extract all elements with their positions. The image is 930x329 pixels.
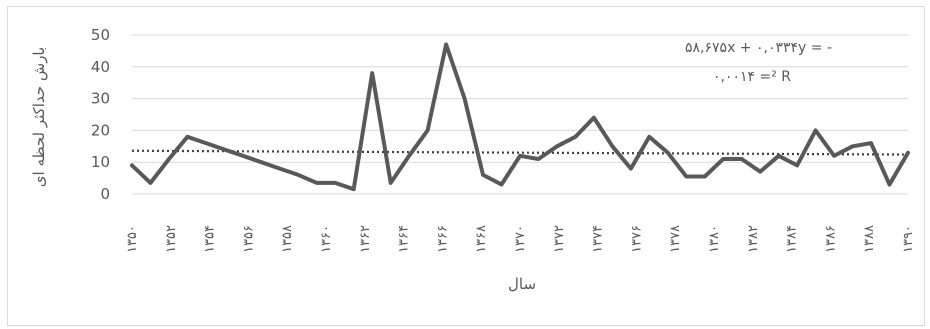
x-tick-label: ۱۳۷۶ (629, 225, 644, 253)
gridlines (132, 34, 908, 195)
y-tick-label: 30 (91, 90, 110, 108)
x-tick-label: ۱۳۶۴ (397, 225, 412, 253)
equation-line-2: ۰,۰۰۱۴ =² R (713, 69, 791, 85)
y-tick-label: 20 (91, 121, 110, 139)
x-tick-label: ۱۳۸۶ (823, 225, 838, 253)
x-tick-label: ۱۳۸۴ (785, 225, 800, 253)
x-tick-label: ۱۳۶۲ (358, 225, 373, 253)
x-tick-label: ۱۳۵۸ (280, 225, 295, 253)
y-axis-ticks: 0 10 20 30 40 50 (91, 26, 110, 203)
y-tick-label: 40 (91, 58, 110, 76)
x-tick-label: ۱۳۶۸ (474, 225, 489, 253)
x-tick-label: ۱۳۸۸ (862, 225, 877, 253)
x-tick-label: ۱۳۸۲ (746, 225, 761, 253)
x-tick-label: ۱۳۶۰ (319, 225, 334, 253)
x-tick-label: ۱۳۷۰ (513, 225, 528, 253)
x-tick-label: ۱۳۹۰ (901, 225, 916, 253)
chart-frame: 0 10 20 30 40 50 ۱۳۵۰ ۱۳۵۲ ۱۳۵۴ ۱۳۵۶ ۱۳۵۸ ۱۳۶۰ ۱۳۶۲… (7, 6, 925, 326)
x-tick-label: ۱۳۵۶ (241, 225, 256, 253)
y-tick-label: 0 (100, 185, 110, 203)
x-tick-label: ۱۳۷۸ (668, 225, 683, 253)
x-tick-label: ۱۳۷۲ (552, 225, 567, 253)
series-line (130, 42, 910, 192)
x-tick-label: ۱۳۷۴ (591, 225, 606, 253)
y-axis-title: بارش حداکثر لحظه ای (30, 47, 48, 187)
x-tick-label: ۱۳۶۶ (435, 225, 450, 253)
x-tick-label: ۱۳۵۴ (203, 225, 218, 253)
x-axis-ticks: ۱۳۵۰ ۱۳۵۲ ۱۳۵۴ ۱۳۵۶ ۱۳۵۸ ۱۳۶۰ ۱۳۶۲ ۱۳۶۴ ۱۳۶۶ ۱۳۶۸… (125, 225, 916, 253)
y-tick-label: 10 (91, 153, 110, 171)
x-tick-label: ۱۳۸۰ (707, 225, 722, 253)
x-tick-label: ۱۳۵۲ (164, 225, 179, 253)
y-tick-label: 50 (91, 26, 110, 44)
line-chart: 0 10 20 30 40 50 ۱۳۵۰ ۱۳۵۲ ۱۳۵۴ ۱۳۵۶ ۱۳۵۸ ۱۳۶۰ ۱۳۶۲… (30, 26, 916, 293)
x-tick-label: ۱۳۵۰ (125, 225, 140, 253)
x-axis-title: سال (508, 275, 536, 293)
equation-line-1: ۵۸,۶۷۵x + ۰,۰۳۳۴y = - (685, 40, 832, 56)
